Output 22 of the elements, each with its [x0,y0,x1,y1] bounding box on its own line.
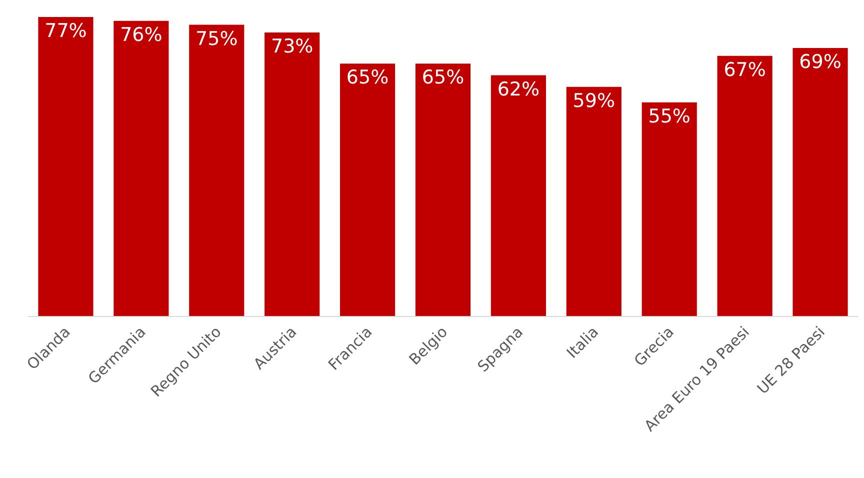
bar [717,56,772,316]
bar [415,64,471,316]
data-label: 76% [120,24,162,46]
data-label: 55% [648,105,690,128]
data-label: 62% [497,78,540,100]
data-label: 67% [724,58,766,81]
bar [264,32,320,316]
bar [490,75,546,316]
data-label: 75% [196,28,238,50]
bar [38,17,94,316]
bar [642,102,697,316]
bar [114,20,169,316]
data-label: 65% [422,66,464,89]
data-label: 69% [799,51,842,74]
bar [340,64,396,316]
bar [189,24,244,316]
data-label: 77% [44,20,87,42]
data-label: 59% [572,90,616,112]
data-label: 65% [346,66,389,89]
data-label: 73% [270,36,314,58]
bar [566,86,622,316]
bar [792,48,848,316]
